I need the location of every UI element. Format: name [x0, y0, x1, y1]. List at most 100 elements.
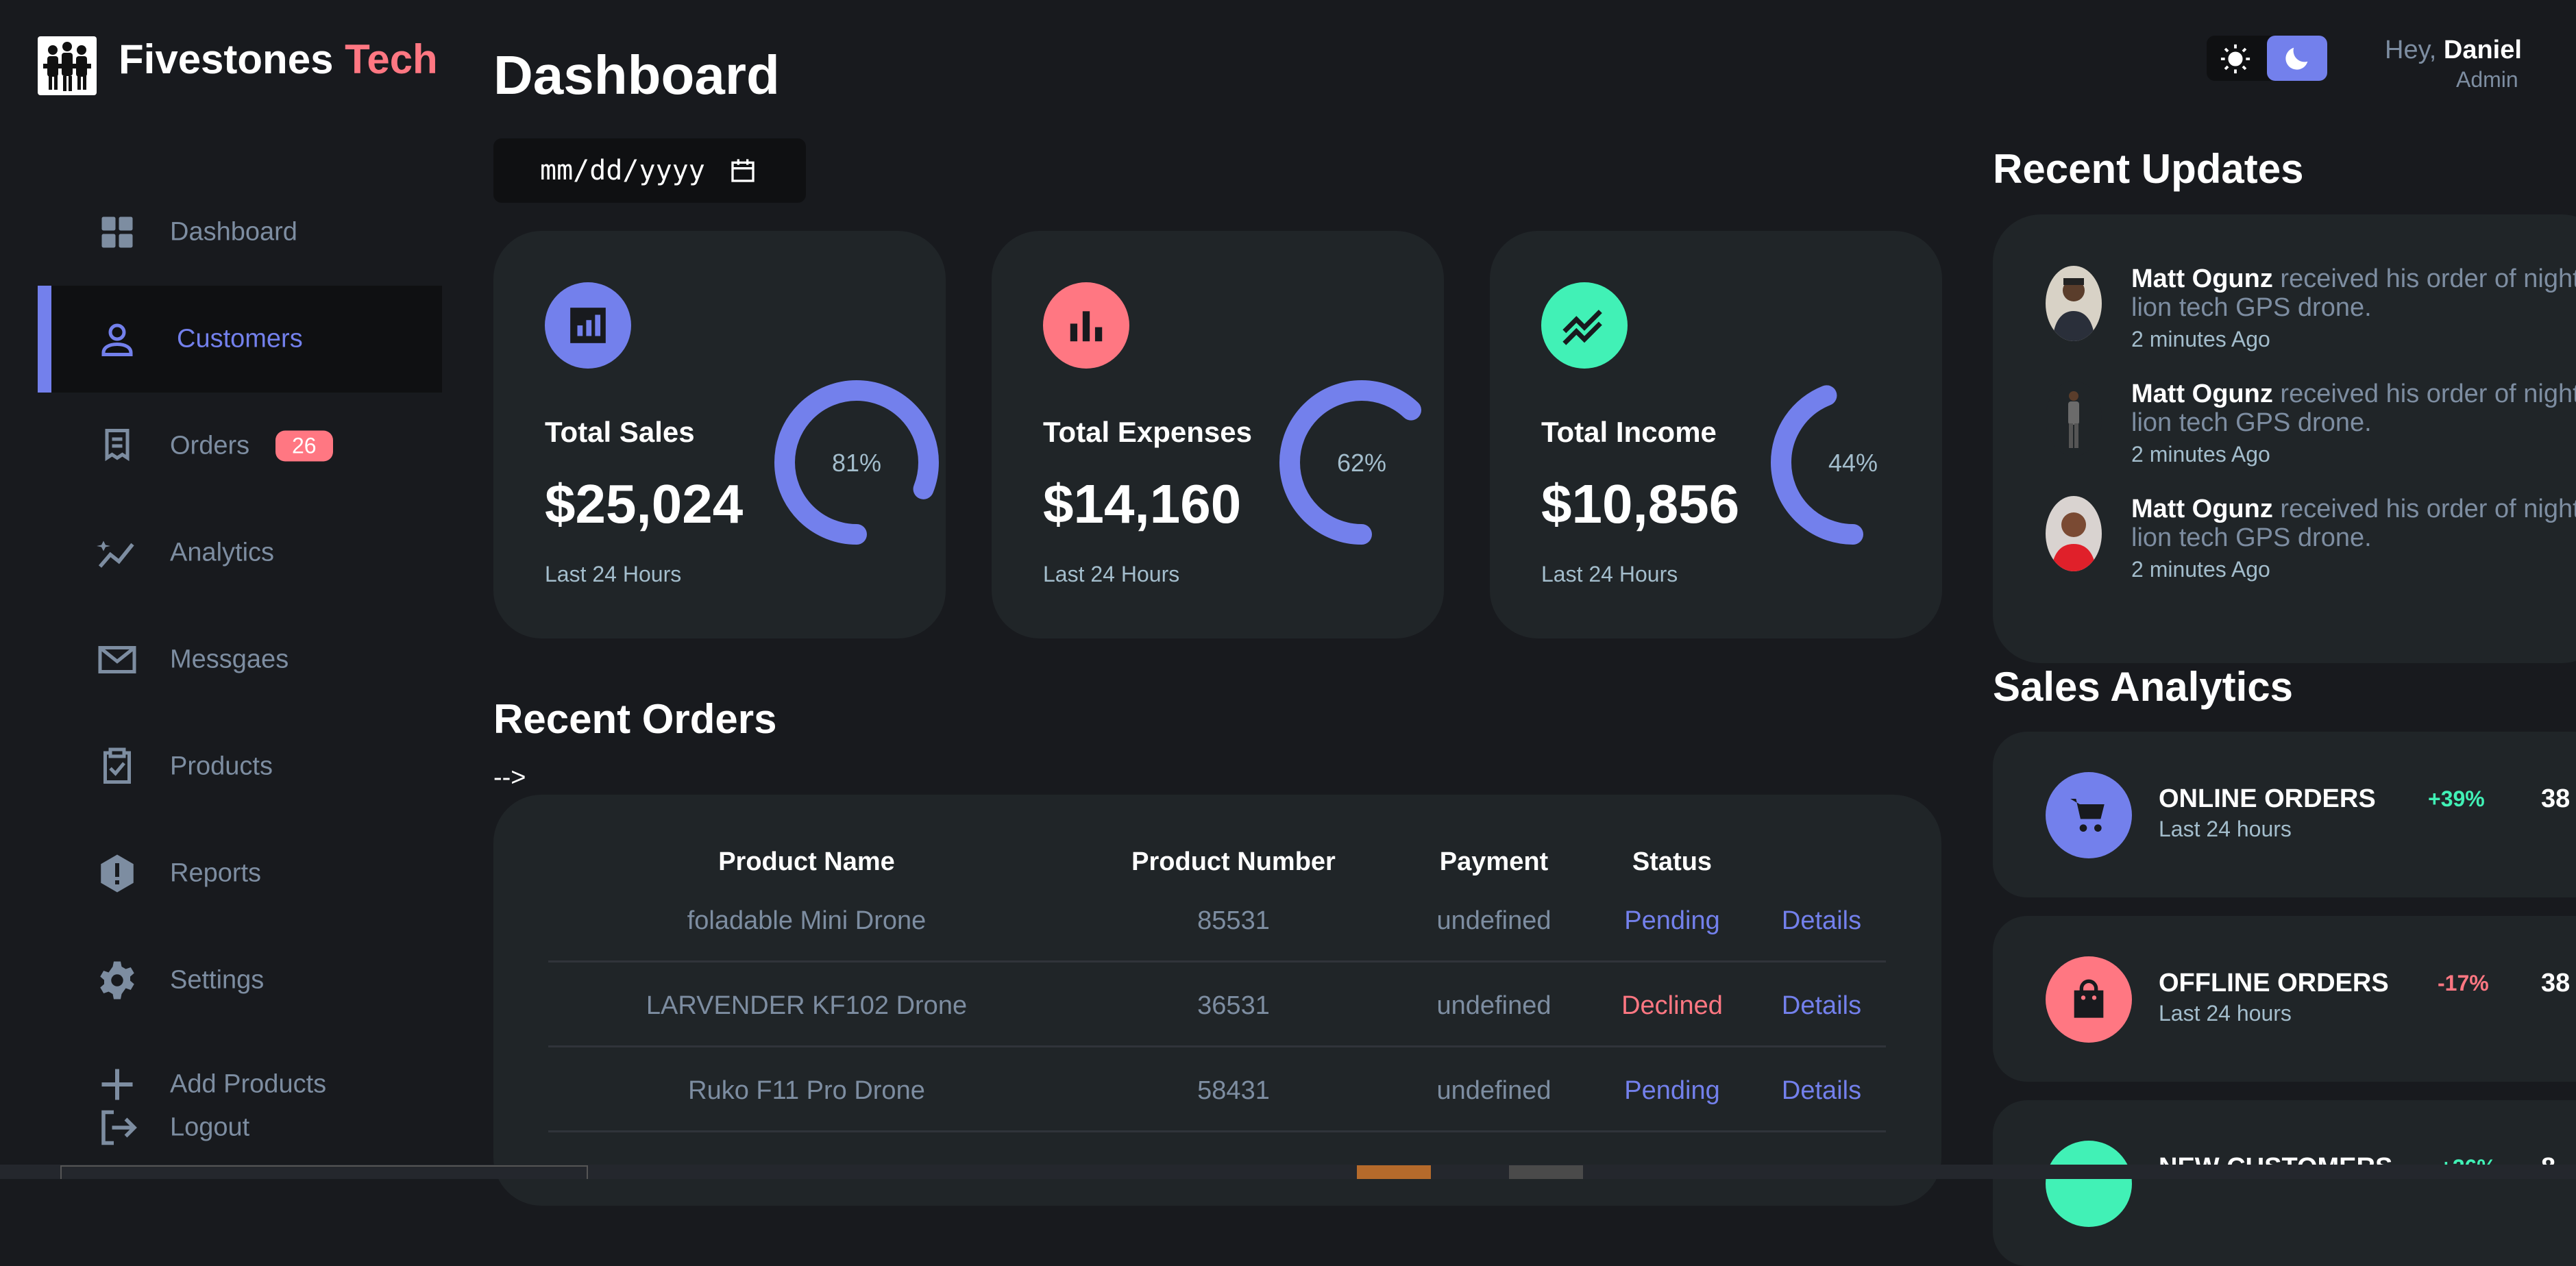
card-note: Last 24 Hours	[545, 562, 682, 586]
order-status: Declined	[1621, 991, 1723, 1020]
update-user: Matt Ogunz	[2131, 495, 2273, 523]
sidebar-item-label: Add Products	[170, 1069, 327, 1099]
sidebar-item-orders[interactable]: Orders 26	[38, 393, 442, 499]
brand-name: Fivestones Tech	[119, 36, 438, 83]
order-payment: undefined	[1436, 906, 1551, 935]
sidebar-item-products[interactable]: Products	[38, 713, 442, 820]
person-icon	[101, 323, 133, 356]
sidebar-item-label: Products	[170, 752, 273, 781]
card-note: Last 24 Hours	[1541, 562, 1678, 586]
taskbar-item[interactable]	[1509, 1165, 1583, 1179]
sidebar-item-label: Orders	[170, 431, 250, 460]
sidebar-item-logout[interactable]: Logout	[38, 1105, 442, 1150]
order-status: Pending	[1624, 906, 1720, 935]
person-add-icon	[2046, 1141, 2132, 1227]
card-note: Last 24 Hours	[1043, 562, 1180, 586]
sales-analytics-title: Sales Analytics	[1993, 664, 2294, 710]
shopping-cart-icon	[2046, 772, 2132, 858]
dark-mode-toggle[interactable]	[2267, 36, 2327, 81]
avatar	[2046, 266, 2102, 341]
sidebar-item-label: Dashboard	[170, 217, 297, 247]
brand-name-primary: Fivestones	[119, 36, 334, 82]
shopping-bag-icon	[2046, 956, 2132, 1043]
progress-ring: 62%	[1273, 373, 1451, 551]
order-status: Pending	[1624, 1076, 1720, 1105]
greeting-text: Hey,	[2385, 36, 2437, 64]
recent-orders-table	[493, 795, 1941, 1206]
analytics-count: 38	[2541, 784, 2571, 813]
sun-icon[interactable]	[2220, 43, 2251, 75]
analytics-title: OFFLINE ORDERS	[2159, 969, 2389, 997]
sidebar-item-dashboard[interactable]: Dashboard	[38, 179, 442, 286]
sidebar-item-reports[interactable]: Reports	[38, 820, 442, 927]
row-divider	[548, 1130, 1886, 1132]
sidebar-item-messages[interactable]: Messgaes	[38, 606, 442, 713]
column-header: Status	[1632, 847, 1713, 876]
order-payment: undefined	[1436, 991, 1551, 1020]
sidebar-item-label: Reports	[170, 858, 262, 888]
update-time: 2 minutes Ago	[2131, 327, 2270, 351]
sidebar-item-label: Messgaes	[170, 645, 289, 674]
details-link[interactable]: Details	[1781, 906, 1862, 935]
stock-trend-icon	[1541, 282, 1628, 369]
progress-ring: 44%	[1764, 373, 1942, 551]
sidebar-item-label: Logout	[170, 1113, 250, 1142]
taskbar-item[interactable]	[1357, 1165, 1431, 1179]
column-header: Payment	[1439, 847, 1549, 876]
card-value: $14,160	[1043, 473, 1242, 534]
clipboard-check-icon	[103, 747, 131, 784]
column-header: Product Number	[1131, 847, 1336, 876]
progress-ring-arc	[774, 380, 939, 545]
analytics-subtitle: Last 24 hours	[2159, 1001, 2292, 1026]
progress-ring: 81%	[768, 373, 946, 551]
logout-icon	[101, 1110, 137, 1145]
analytics-icon	[545, 282, 631, 369]
sidebar-item-label: Settings	[170, 965, 265, 995]
plus-icon	[101, 1069, 133, 1100]
user-greeting: Hey, Daniel	[2385, 36, 2522, 65]
taskbar-item[interactable]	[60, 1165, 588, 1179]
avatar	[2046, 381, 2102, 456]
order-payment: undefined	[1436, 1076, 1551, 1105]
details-link[interactable]: Details	[1781, 991, 1862, 1020]
progress-ring-arc	[1279, 380, 1444, 545]
row-divider	[548, 1045, 1886, 1047]
trend-icon	[97, 541, 134, 568]
sidebar-item-settings[interactable]: Settings	[38, 927, 442, 1034]
sidebar-item-analytics[interactable]: Analytics	[38, 499, 442, 606]
details-link[interactable]: Details	[1781, 1076, 1862, 1105]
brand-logo	[38, 36, 97, 95]
card-label: Total Income	[1541, 416, 1717, 448]
order-product-number: 85531	[1197, 906, 1270, 935]
progress-percent: 81%	[832, 449, 881, 477]
moon-icon	[2285, 47, 2308, 70]
update-item: Matt Ogunz received his order of night l…	[2131, 495, 2576, 552]
progress-percent: 44%	[1828, 449, 1878, 477]
card-label: Total Sales	[545, 416, 695, 448]
update-user: Matt Ogunz	[2131, 380, 2273, 408]
brand-name-accent: Tech	[345, 36, 438, 82]
progress-percent: 62%	[1337, 449, 1386, 477]
calendar-icon[interactable]	[729, 157, 757, 184]
orders-count-badge: 26	[275, 430, 333, 462]
update-text: received his order of night lion tech GP…	[2131, 495, 2576, 552]
stray-text: -->	[493, 763, 526, 792]
card-label: Total Expenses	[1043, 416, 1252, 448]
sidebar-item-add-products[interactable]: Add Products	[38, 1062, 442, 1107]
analytics-change: -17%	[2438, 971, 2489, 995]
analytics-title: ONLINE ORDERS	[2159, 784, 2376, 813]
card-value: $10,856	[1541, 473, 1740, 534]
sidebar-item-label: Analytics	[170, 538, 275, 567]
page-title: Dashboard	[493, 45, 780, 106]
taskbar-strip	[0, 1165, 2576, 1179]
analytics-change: +39%	[2428, 786, 2485, 811]
update-text: received his order of night lion tech GP…	[2131, 264, 2576, 322]
recent-orders-title: Recent Orders	[493, 696, 777, 742]
update-user: Matt Ogunz	[2131, 264, 2273, 293]
mail-icon	[98, 646, 136, 673]
user-name: Daniel	[2443, 36, 2522, 64]
sidebar-item-customers[interactable]: Customers	[38, 286, 442, 393]
order-product-name: Ruko F11 Pro Drone	[688, 1076, 925, 1105]
order-product-name: foladable Mini Drone	[687, 906, 927, 935]
sidebar-item-label: Customers	[177, 324, 303, 353]
